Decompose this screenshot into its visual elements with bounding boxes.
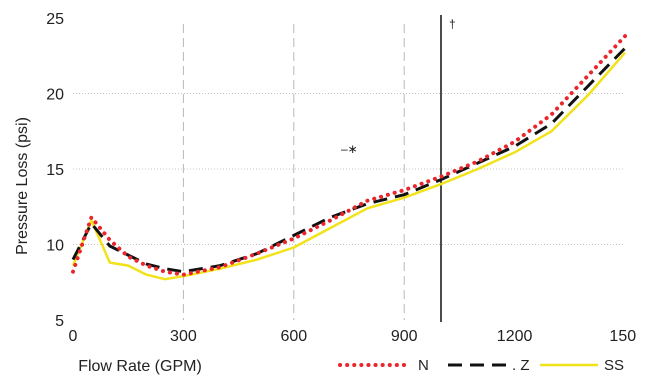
x-tick-label-900: 900 <box>391 328 418 345</box>
y-tick-labels: 5 10 15 20 25 <box>46 11 64 330</box>
legend-label-n: N <box>418 357 429 374</box>
x-tick-label-300: 300 <box>170 328 197 345</box>
legend-label-z: . Z <box>512 357 530 374</box>
legend: N . Z SS <box>338 357 624 374</box>
y-axis-label: Pressure Loss (psi) <box>14 117 31 255</box>
series-group <box>71 34 627 281</box>
x-tick-label-600: 600 <box>280 328 307 345</box>
stray-mark: –∗ <box>341 142 358 156</box>
reference-line-group: † <box>440 15 456 322</box>
x-tick-label-1200: 1200 <box>497 328 533 345</box>
reference-line-label: † <box>449 17 456 31</box>
y-tick-label-20: 20 <box>46 87 64 104</box>
y-tick-label-15: 15 <box>46 162 64 179</box>
series-line-z <box>71 47 627 274</box>
series-line-ss <box>71 51 626 281</box>
y-tick-label-10: 10 <box>46 238 64 255</box>
y-tick-label-5: 5 <box>55 313 64 330</box>
x-tick-label-0: 0 <box>69 328 78 345</box>
x-axis-label: Flow Rate (GPM) <box>78 358 202 375</box>
x-tick-label-1500: 150 <box>609 328 640 345</box>
legend-label-ss: SS <box>604 357 624 374</box>
y-tick-label-25: 25 <box>46 11 64 28</box>
grid <box>73 24 625 320</box>
x-tick-labels: 0 300 600 900 1200 150 <box>69 328 641 345</box>
